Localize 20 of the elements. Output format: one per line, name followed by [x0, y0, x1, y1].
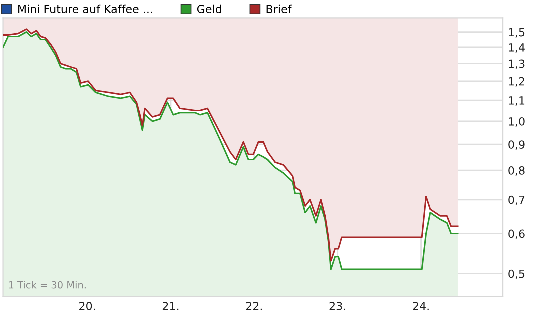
y-tick-label: 1,4	[509, 44, 525, 54]
x-tick-label: 20.	[80, 302, 96, 310]
y-tick-label: 0,9	[508, 140, 525, 150]
x-tick-label: 22.	[246, 302, 262, 310]
y-tick-label: 1,2	[509, 77, 524, 87]
legend-label: Mini Future auf Kaffee ...	[18, 4, 152, 14]
y-tick-label: 0,7	[508, 196, 525, 206]
y-tick-label: 1,5	[509, 28, 525, 38]
legend-label: Brief	[266, 4, 292, 14]
y-tick-label: 0,5	[508, 270, 525, 280]
legend-label: Geld	[197, 4, 222, 14]
y-tick-label: 0,8	[508, 166, 525, 176]
y-tick-label: 1,3	[509, 60, 525, 70]
y-tick-label: 1,1	[509, 96, 525, 106]
y-tick-label: 0,6	[508, 230, 525, 240]
x-tick-label: 23.	[330, 302, 346, 310]
annotation: 1 Tick = 30 Min.	[9, 281, 86, 289]
y-tick-label: 1,0	[509, 117, 525, 127]
x-tick-label: 24.	[413, 302, 429, 310]
x-tick-label: 21.	[162, 302, 179, 310]
